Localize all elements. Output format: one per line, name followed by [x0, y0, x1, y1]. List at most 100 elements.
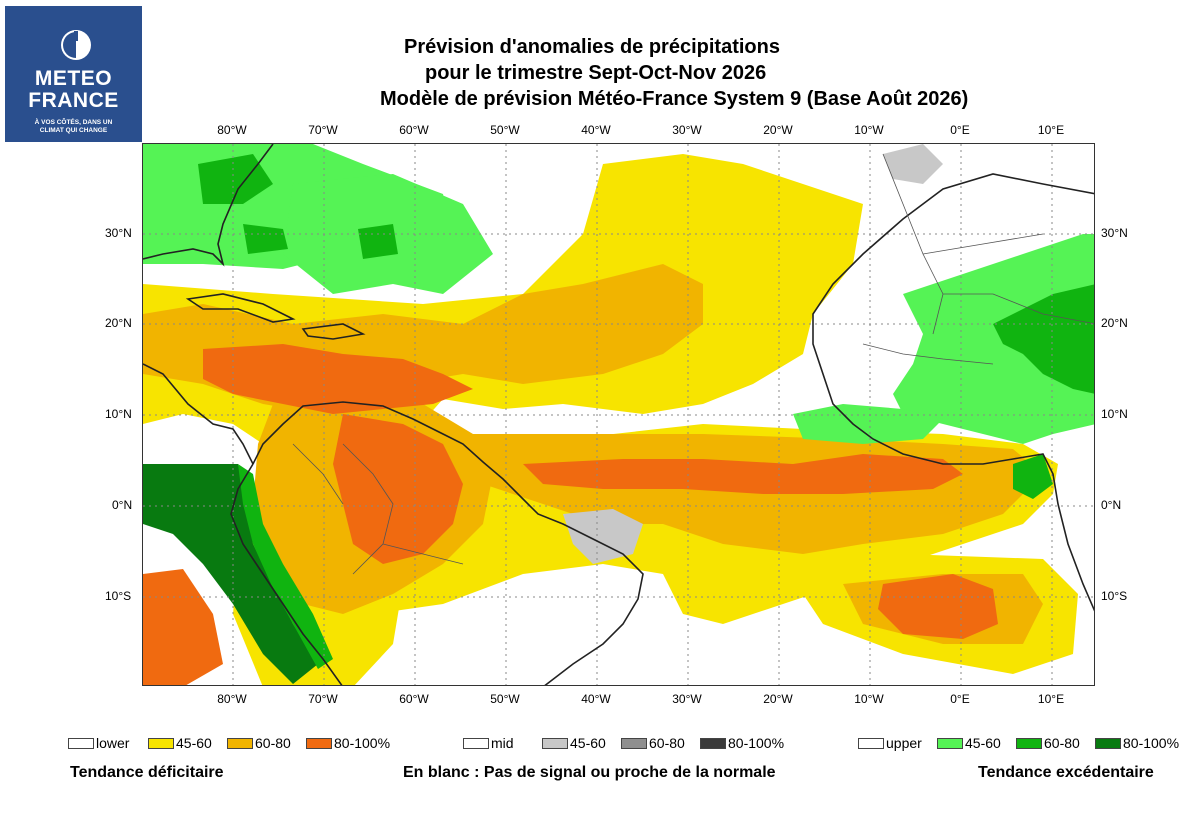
lat-label-left: 20°N	[105, 316, 132, 330]
map-title-line-1: Prévision d'anomalies de précipitations	[404, 36, 780, 58]
legend-swatch-lower-80-100	[306, 737, 332, 749]
mid-45-60-region-brazil-coast	[563, 509, 643, 564]
legend-label: 80-100%	[334, 735, 391, 751]
lower-80-100-region-amazon	[333, 414, 463, 564]
legend-mid-80-100: 80-100%	[700, 735, 784, 751]
lon-label-top: 0°E	[950, 123, 970, 137]
legend-upper: upper	[858, 735, 922, 751]
country-borders	[292, 153, 1094, 575]
map-canvas	[143, 144, 1094, 685]
coastline-south-america-west	[230, 463, 343, 685]
lon-label-top: 50°W	[490, 123, 520, 137]
legend-swatch-mid-80-100	[700, 737, 726, 749]
legend-swatch-upper-60-80	[1016, 737, 1042, 749]
legend-swatch-mid	[463, 737, 489, 749]
lon-label-bottom: 80°W	[217, 692, 247, 706]
legend-lower-45-60: 45-60	[148, 735, 212, 751]
legend-swatch-mid-60-80	[621, 737, 647, 749]
lon-label-bottom: 10°E	[1037, 692, 1065, 706]
mid-45-60-region-north-africa	[883, 144, 943, 184]
logo-tagline-1: À VOS CÔTÉS, DANS UN	[34, 119, 113, 126]
graticule	[143, 144, 1094, 685]
logo-tagline-2: CLIMAT QUI CHANGE	[39, 127, 108, 134]
lower-80-100-region-itcz-east	[523, 454, 963, 494]
lon-label-bottom: 20°W	[763, 692, 793, 706]
coastline-cuba	[185, 293, 296, 323]
legend-label: 45-60	[965, 735, 1001, 751]
logo-emblem-icon	[61, 30, 91, 60]
upper-60-80-region-atlantic	[358, 224, 398, 259]
legend-label-upper: upper	[886, 735, 922, 751]
legend-label: 45-60	[570, 735, 606, 751]
lon-label-top: 60°W	[399, 123, 429, 137]
lon-label-top: 40°W	[581, 123, 611, 137]
lon-label-top: 20°W	[763, 123, 793, 137]
lat-label-right: 30°N	[1101, 226, 1128, 240]
legend-lower-60-80: 60-80	[227, 735, 291, 751]
lon-label-bottom: 60°W	[399, 692, 429, 706]
legend-upper-45-60: 45-60	[937, 735, 1001, 751]
footer-deficit-trend: Tendance déficitaire	[70, 764, 224, 781]
coastline-africa	[812, 173, 1094, 612]
legend-swatch-lower	[68, 737, 94, 749]
lon-label-top: 70°W	[308, 123, 338, 137]
lower-80-100-region-south-atlantic	[878, 574, 998, 639]
precipitation-anomaly-map	[142, 143, 1095, 686]
upper-80-100-region-pacific	[143, 464, 318, 684]
logo-text-meteo: METEO	[34, 67, 113, 90]
lower-80-100-region-pacific	[143, 569, 223, 685]
coastline-central-america	[143, 363, 254, 465]
lat-label-left: 10°N	[105, 407, 132, 421]
upper-60-80-region-florida	[198, 154, 273, 204]
legend-label: 80-100%	[728, 735, 785, 751]
lat-label-left: 30°N	[105, 226, 132, 240]
upper-60-80-region-gulf-of-guinea	[1013, 454, 1053, 499]
legend-label: 45-60	[176, 735, 212, 751]
lon-label-bottom: 50°W	[490, 692, 520, 706]
coastlines	[143, 144, 1094, 685]
legend-upper-60-80: 60-80	[1016, 735, 1080, 751]
lat-label-right: 0°N	[1101, 498, 1122, 512]
lat-label-right: 10°S	[1101, 589, 1128, 603]
logo-text-france: FRANCE	[28, 89, 119, 112]
lat-label-right: 10°N	[1101, 407, 1128, 421]
legend-lower-80-100: 80-100%	[306, 735, 390, 751]
legend-swatch-lower-45-60	[148, 737, 174, 749]
legend-mid: mid	[463, 735, 514, 751]
footer-excess-trend: Tendance excédentaire	[978, 764, 1154, 781]
legend-label-lower: lower	[96, 735, 130, 751]
coastline-hispaniola	[301, 323, 366, 340]
upper-45-60-region-west-africa	[893, 234, 1094, 444]
lat-label-left: 0°N	[112, 498, 133, 512]
legend-label-mid: mid	[491, 735, 514, 751]
lat-label-left: 10°S	[105, 589, 132, 603]
lower-80-100-region-caribbean	[203, 344, 473, 414]
lon-label-top: 80°W	[217, 123, 247, 137]
lon-label-top: 10°E	[1037, 123, 1065, 137]
lon-label-bottom: 10°W	[854, 692, 884, 706]
lat-label-right: 20°N	[1101, 316, 1128, 330]
map-title-line-3: Modèle de prévision Météo-France System …	[380, 88, 969, 110]
footer-no-signal-note: En blanc : Pas de signal ou proche de la…	[403, 764, 776, 781]
legend-label: 80-100%	[1123, 735, 1180, 751]
coastline-south-america	[252, 401, 644, 685]
legend-swatch-lower-60-80	[227, 737, 253, 749]
legend-mid-60-80: 60-80	[621, 735, 685, 751]
upper-60-80-region-west-africa	[993, 284, 1094, 394]
upper-45-60-region-africa-band	[793, 404, 943, 444]
legend-swatch-upper-45-60	[937, 737, 963, 749]
coastline-north-america	[143, 144, 274, 267]
legend-label: 60-80	[1044, 735, 1080, 751]
lon-label-bottom: 30°W	[672, 692, 702, 706]
meteo-france-logo: METEO FRANCE À VOS CÔTÉS, DANS UN CLIMAT…	[5, 6, 142, 142]
lon-label-bottom: 0°E	[950, 692, 970, 706]
upper-60-80-region-pacific	[238, 464, 333, 669]
lon-label-top: 30°W	[672, 123, 702, 137]
legend-label: 60-80	[255, 735, 291, 751]
legend-swatch-upper-80-100	[1095, 737, 1121, 749]
upper-60-80-region-gulf	[243, 224, 288, 254]
legend-swatch-upper	[858, 737, 884, 749]
lon-label-bottom: 70°W	[308, 692, 338, 706]
legend-mid-45-60: 45-60	[542, 735, 606, 751]
legend-label: 60-80	[649, 735, 685, 751]
